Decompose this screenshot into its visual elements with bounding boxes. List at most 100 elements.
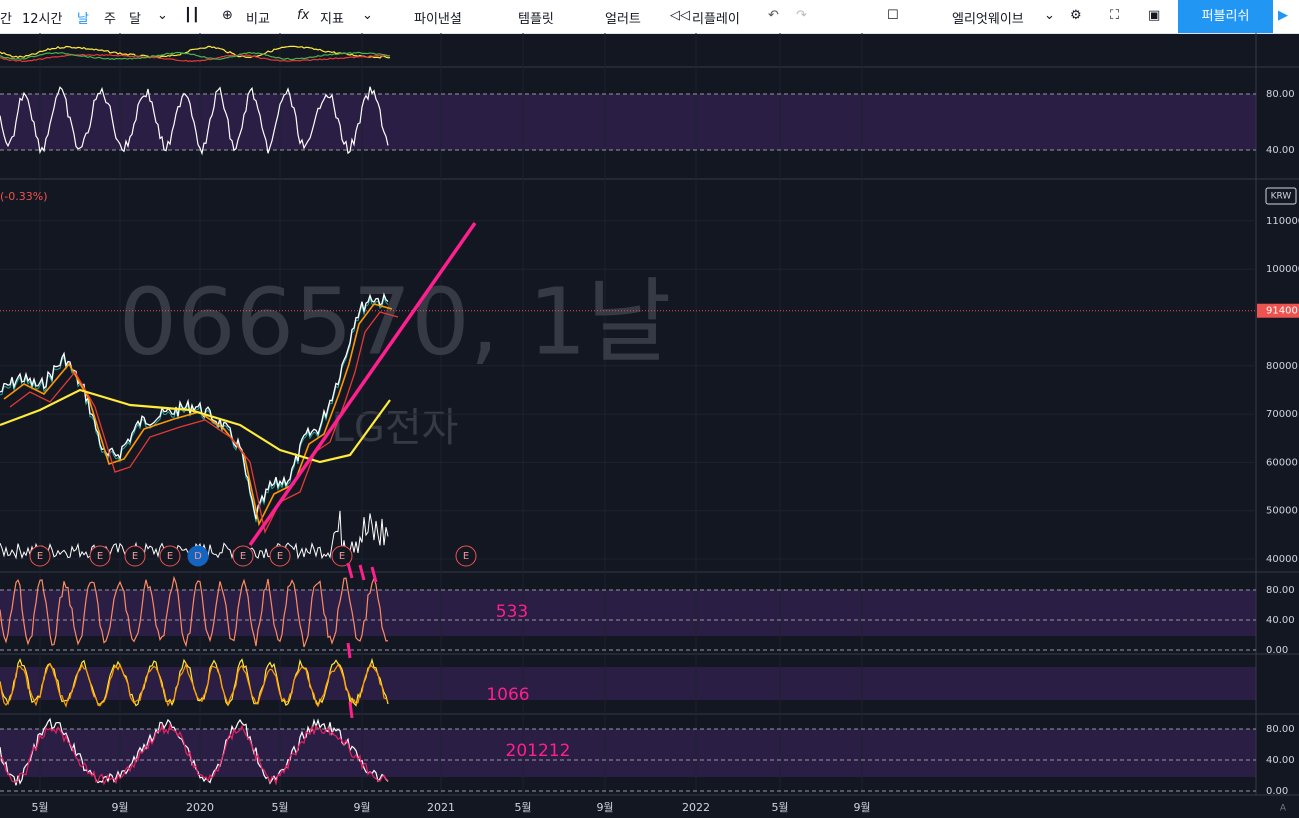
dropdown[interactable]: ⌄ xyxy=(157,8,168,23)
indicator-tick-label: 0.00 xyxy=(1266,786,1288,797)
event-marker xyxy=(159,545,181,567)
fullscreen[interactable]: ⛶ xyxy=(1110,8,1120,23)
publish-button[interactable]: 퍼블리쉬 xyxy=(1178,0,1273,33)
event-label: E xyxy=(463,551,469,562)
currency: KRW xyxy=(1271,192,1292,202)
time-label: 2021 xyxy=(427,801,455,814)
time-label: 2022 xyxy=(682,801,710,814)
settings[interactable]: ⚙ xyxy=(1070,8,1082,23)
indicator-tick-label: 80.00 xyxy=(1266,89,1295,100)
event-label: E xyxy=(339,551,345,562)
handwriting xyxy=(370,566,378,583)
last-price-label: 91400 xyxy=(1266,306,1298,317)
compare[interactable]: 비교 xyxy=(246,12,270,27)
stoch3-line xyxy=(0,717,389,786)
layout-btn[interactable]: ☐ xyxy=(887,8,899,23)
osc-top xyxy=(0,53,391,63)
dropdown[interactable]: ⌄ xyxy=(1044,8,1055,23)
price-tick-label: 80000 xyxy=(1266,361,1298,372)
indicators-icon[interactable]: fx xyxy=(297,8,310,23)
osc-top xyxy=(0,51,391,61)
time-label: 9월 xyxy=(853,801,870,814)
snapshot[interactable]: ▣ xyxy=(1148,8,1161,23)
time-label: 9월 xyxy=(111,801,128,814)
time-label: 5월 xyxy=(271,801,288,814)
handwriting xyxy=(346,562,354,579)
templates[interactable]: 템플릿 xyxy=(518,12,554,27)
osc-top xyxy=(0,45,391,59)
event-marker xyxy=(89,545,111,567)
annotation: 201212 xyxy=(506,741,571,761)
event-marker xyxy=(331,545,353,567)
interval-cut[interactable]: 간 xyxy=(0,12,12,27)
play[interactable]: ▶ xyxy=(1278,8,1288,23)
indicator-tick-label: 0.00 xyxy=(1266,645,1288,656)
event-marker xyxy=(269,545,291,567)
ma-mid xyxy=(9,311,399,534)
replay-icon[interactable]: ◁◁ xyxy=(670,8,690,23)
indicator-band xyxy=(0,590,1256,636)
handwriting xyxy=(348,701,354,719)
price-tick-label: 60000 xyxy=(1266,457,1298,468)
annotation: 533 xyxy=(496,602,528,622)
handwriting xyxy=(358,564,366,581)
handwriting xyxy=(346,642,352,659)
trend-line xyxy=(248,221,477,547)
indicator-tick-label: 40.00 xyxy=(1266,755,1295,766)
event-label: E xyxy=(167,551,173,562)
interval-week[interactable]: 주 xyxy=(104,12,116,27)
event-marker xyxy=(29,545,51,567)
dropdown[interactable]: ⌄ xyxy=(362,8,373,23)
corner-label: A xyxy=(1280,804,1287,814)
event-label: D xyxy=(194,551,202,562)
chart-area: 066570, 1날 LG전자 110000 100000 80000 70000 6000… xyxy=(0,33,1299,814)
indicators[interactable]: 지표 xyxy=(320,12,344,27)
price-tick-label: 110000 xyxy=(1266,216,1299,227)
time-label: 5월 xyxy=(771,801,788,814)
time-label: 9월 xyxy=(353,801,370,814)
price-tick-label: 100000 xyxy=(1266,264,1299,275)
event-label: E xyxy=(37,551,43,562)
time-label: 5월 xyxy=(31,801,48,814)
time-label: 9월 xyxy=(596,801,613,814)
price-tick-label: 40000 xyxy=(1266,554,1298,565)
time-label: 5월 xyxy=(514,801,531,814)
drawing-tool[interactable]: 엘리엇웨이브 xyxy=(952,12,1024,27)
event-marker xyxy=(187,545,209,567)
alerts[interactable]: 얼러트 xyxy=(605,12,641,27)
stoch2-line xyxy=(0,662,389,708)
event-label: E xyxy=(240,551,246,562)
chart-type[interactable]: ┃┃ xyxy=(184,8,200,23)
compare-icon[interactable]: ⊕ xyxy=(222,8,233,23)
last-price-box xyxy=(1257,303,1299,318)
redo[interactable]: ↷ xyxy=(796,8,807,23)
indicator-band xyxy=(0,729,1256,777)
event-label: E xyxy=(277,551,283,562)
change: (-0.33%) xyxy=(0,190,48,203)
ma-long xyxy=(0,388,391,464)
interval-month[interactable]: 달 xyxy=(129,12,141,27)
currency-box xyxy=(1265,187,1297,205)
indicator-tick-label: 40.00 xyxy=(1266,615,1295,626)
event-marker xyxy=(124,545,146,567)
rsi-line xyxy=(0,86,389,156)
indicator-band xyxy=(0,94,1256,150)
symbol-watermark: 066570, 1날 xyxy=(119,268,672,375)
indicator-tick-label: 80.00 xyxy=(1266,585,1295,596)
stoch1-line xyxy=(0,575,389,648)
price-tick-label: 70000 xyxy=(1266,409,1298,420)
name-watermark: LG전자 xyxy=(332,405,459,451)
event-label: E xyxy=(97,551,103,562)
toolbar: 간 12시간 날 주 달 ⌄ ┃┃ ⊕ 비교 fx 지표 ⌄ 파이낸셜 템플릿 … xyxy=(0,0,1299,34)
event-marker xyxy=(232,545,254,567)
price-tick-label: 50000 xyxy=(1266,506,1298,517)
interval-day[interactable]: 날 xyxy=(77,12,89,27)
event-marker xyxy=(455,545,477,567)
event-label: E xyxy=(132,551,138,562)
annotation: 1066 xyxy=(486,685,529,705)
undo[interactable]: ↶ xyxy=(768,8,779,23)
replay[interactable]: 리플레이 xyxy=(692,12,740,27)
interval-12h[interactable]: 12시간 xyxy=(22,12,63,27)
financials[interactable]: 파이낸셜 xyxy=(414,12,462,27)
